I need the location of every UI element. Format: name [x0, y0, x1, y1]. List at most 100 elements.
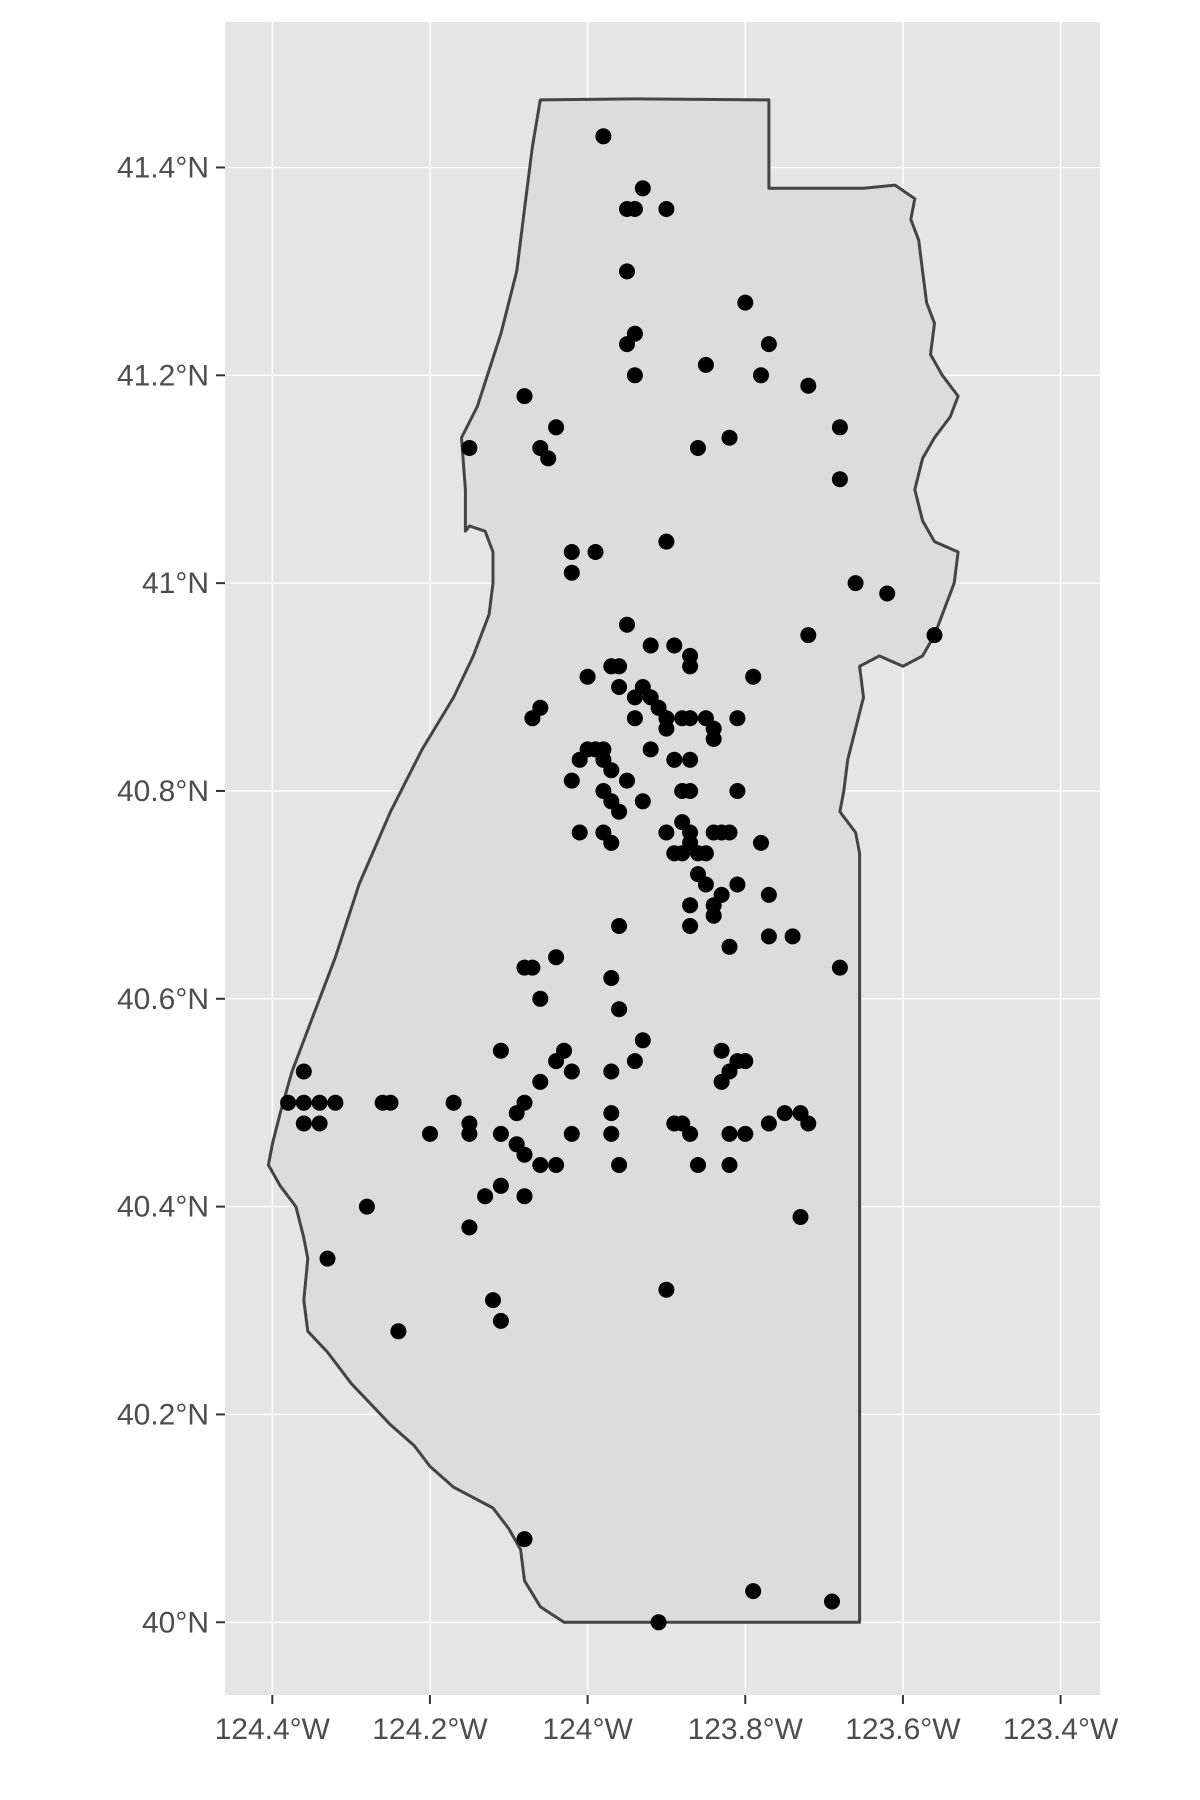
- y-tick-label: 40.8°N: [117, 775, 209, 808]
- data-point: [311, 1094, 328, 1111]
- data-point: [847, 575, 864, 592]
- data-point: [461, 440, 478, 456]
- data-point: [626, 1053, 643, 1070]
- data-point: [492, 1125, 509, 1142]
- data-point: [587, 544, 604, 560]
- data-point: [422, 1125, 438, 1142]
- data-point: [295, 1115, 312, 1132]
- data-point: [800, 377, 817, 394]
- data-point: [713, 1073, 730, 1090]
- data-point: [745, 1583, 762, 1600]
- data-point: [792, 1209, 809, 1225]
- data-point: [697, 876, 714, 893]
- data-point: [516, 1531, 533, 1548]
- data-point: [358, 1198, 375, 1215]
- x-tick-label: 123.4°W: [1003, 1713, 1119, 1746]
- data-point: [461, 1125, 478, 1142]
- y-tick-label: 40°N: [142, 1606, 209, 1639]
- data-point: [548, 949, 565, 966]
- data-point: [595, 128, 612, 145]
- data-point: [626, 710, 643, 727]
- data-point: [745, 668, 762, 685]
- data-point: [879, 585, 896, 602]
- data-point: [516, 1188, 533, 1205]
- data-point: [619, 336, 635, 353]
- data-point: [658, 720, 675, 737]
- data-point: [682, 1125, 699, 1142]
- data-point: [682, 783, 699, 799]
- data-point: [642, 637, 659, 654]
- data-point: [603, 1063, 620, 1080]
- data-point: [634, 793, 651, 810]
- data-point: [690, 845, 706, 862]
- data-point: [729, 783, 746, 799]
- data-point: [445, 1094, 462, 1111]
- y-tick-label: 41.4°N: [117, 151, 209, 184]
- data-point: [760, 886, 777, 903]
- data-point: [776, 1105, 793, 1122]
- data-point: [697, 356, 714, 373]
- data-point: [690, 1157, 706, 1173]
- data-point: [626, 367, 643, 384]
- data-point: [295, 1094, 312, 1111]
- data-point: [563, 1125, 580, 1142]
- data-point: [516, 1146, 533, 1163]
- y-tick-label: 41.2°N: [117, 359, 209, 392]
- data-point: [729, 876, 746, 893]
- data-point: [311, 1115, 328, 1132]
- data-point: [666, 751, 683, 768]
- data-point: [721, 1157, 738, 1173]
- data-point: [516, 388, 533, 405]
- data-point: [642, 741, 659, 758]
- data-point: [532, 1157, 549, 1173]
- data-point: [682, 751, 699, 768]
- data-point: [926, 627, 943, 644]
- data-point: [611, 1001, 628, 1018]
- data-point: [721, 824, 738, 841]
- data-point: [760, 336, 777, 353]
- data-point: [327, 1094, 344, 1111]
- data-point: [682, 918, 699, 934]
- data-point: [611, 679, 628, 695]
- data-point: [492, 1312, 509, 1329]
- data-point: [477, 1188, 494, 1205]
- data-point: [524, 710, 541, 727]
- data-point: [548, 1157, 565, 1173]
- data-point: [532, 1073, 549, 1090]
- data-point: [611, 918, 628, 934]
- data-point: [563, 544, 580, 560]
- data-point: [658, 1281, 675, 1298]
- data-point: [382, 1094, 399, 1111]
- y-tick-label: 40.2°N: [117, 1398, 209, 1431]
- data-point: [548, 419, 565, 436]
- data-point: [461, 1219, 478, 1236]
- x-tick-label: 123.8°W: [688, 1713, 804, 1746]
- data-point: [603, 1105, 620, 1122]
- data-point: [634, 180, 651, 197]
- data-point: [650, 1614, 667, 1631]
- x-axis: 124.4°W 124.2°W 124°W 123.8°W 123.6°W 123.4°W: [215, 1695, 1119, 1746]
- data-point: [492, 1177, 509, 1194]
- data-point: [713, 1042, 730, 1059]
- x-tick-label: 124°W: [542, 1713, 633, 1746]
- data-point: [674, 845, 691, 862]
- data-point: [658, 824, 675, 841]
- data-point: [611, 1157, 628, 1173]
- data-point: [492, 1042, 509, 1059]
- data-point: [295, 1063, 312, 1080]
- data-point: [737, 1125, 754, 1142]
- data-point: [831, 419, 848, 436]
- y-tick-label: 40.4°N: [117, 1191, 209, 1224]
- data-point: [611, 658, 628, 675]
- data-point: [319, 1250, 336, 1267]
- data-point: [690, 440, 706, 456]
- data-point: [784, 928, 801, 945]
- data-point: [603, 970, 620, 986]
- x-tick-label: 123.6°W: [845, 1713, 961, 1746]
- data-point: [563, 772, 580, 789]
- data-point: [658, 533, 675, 550]
- y-tick-label: 41°N: [142, 567, 209, 600]
- data-point: [579, 668, 596, 685]
